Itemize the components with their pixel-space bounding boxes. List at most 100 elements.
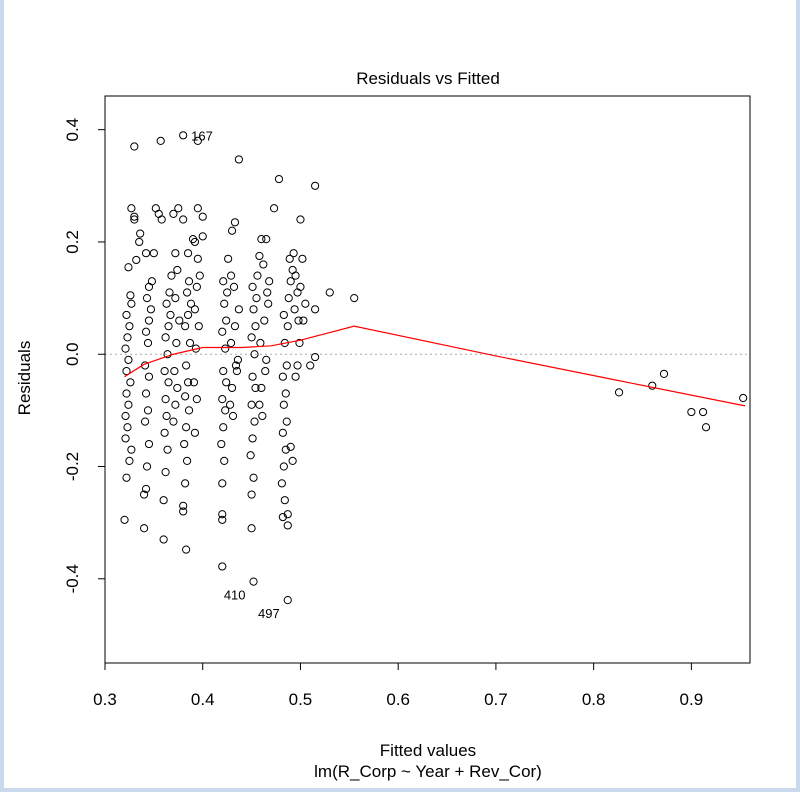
data-point bbox=[190, 428, 200, 437]
data-point bbox=[262, 355, 271, 364]
model-subtitle: lm(R_Corp ~ Year + Rev_Cor) bbox=[314, 762, 542, 781]
data-point bbox=[149, 249, 158, 258]
data-point bbox=[294, 316, 303, 325]
data-point bbox=[247, 490, 256, 499]
data-point bbox=[230, 218, 240, 227]
data-point bbox=[226, 271, 236, 280]
data-point bbox=[225, 400, 235, 409]
data-point bbox=[157, 215, 166, 224]
x-tick-label: 0.4 bbox=[191, 690, 215, 709]
data-point bbox=[167, 271, 176, 280]
data-point bbox=[132, 255, 141, 265]
outlier-label: 410 bbox=[224, 588, 246, 603]
data-point bbox=[256, 338, 265, 348]
data-point bbox=[122, 389, 131, 398]
data-point bbox=[192, 395, 201, 404]
data-point bbox=[278, 512, 287, 522]
data-point bbox=[179, 507, 188, 516]
data-point bbox=[175, 316, 184, 325]
data-point bbox=[350, 293, 359, 303]
data-point bbox=[144, 316, 154, 325]
data-point bbox=[163, 350, 172, 359]
data-point bbox=[125, 322, 134, 331]
data-point bbox=[184, 277, 194, 286]
data-point bbox=[163, 445, 172, 454]
data-point bbox=[127, 445, 136, 454]
data-point bbox=[169, 209, 178, 218]
data-point bbox=[265, 277, 274, 286]
data-point bbox=[182, 545, 191, 554]
x-tick-label: 0.7 bbox=[484, 690, 508, 709]
data-point bbox=[299, 316, 308, 325]
data-point bbox=[234, 155, 243, 164]
data-point bbox=[248, 282, 257, 291]
data-point bbox=[142, 293, 152, 303]
data-point bbox=[123, 333, 132, 342]
smooth-line bbox=[124, 325, 746, 407]
data-point bbox=[192, 282, 201, 291]
data-point bbox=[121, 434, 130, 443]
data-point bbox=[165, 288, 174, 297]
data-point bbox=[124, 355, 133, 364]
data-point bbox=[174, 204, 183, 213]
data-point bbox=[286, 442, 295, 451]
data-point bbox=[170, 366, 179, 376]
data-point bbox=[255, 400, 264, 409]
data-point bbox=[285, 254, 294, 263]
data-point bbox=[311, 181, 320, 190]
data-point bbox=[218, 510, 227, 519]
data-point bbox=[221, 344, 230, 353]
data-point bbox=[171, 249, 180, 258]
y-tick-label: -0.2 bbox=[63, 452, 82, 481]
data-point bbox=[228, 411, 238, 421]
data-point bbox=[142, 462, 152, 471]
data-point bbox=[124, 400, 133, 409]
data-point bbox=[198, 232, 207, 241]
data-point bbox=[166, 310, 175, 320]
data-point bbox=[219, 366, 228, 376]
data-point bbox=[218, 479, 227, 488]
data-point bbox=[123, 423, 132, 432]
data-point bbox=[180, 439, 189, 449]
data-point bbox=[218, 327, 227, 336]
data-point bbox=[141, 484, 151, 494]
data-point bbox=[179, 215, 188, 224]
data-point bbox=[173, 265, 182, 275]
data-point bbox=[295, 338, 304, 348]
data-point bbox=[659, 369, 669, 378]
data-point bbox=[126, 291, 135, 300]
data-point bbox=[277, 479, 286, 488]
data-point bbox=[162, 411, 171, 421]
data-point bbox=[291, 271, 300, 280]
data-point bbox=[219, 423, 228, 432]
data-point bbox=[249, 577, 258, 586]
data-point bbox=[160, 428, 169, 437]
data-point bbox=[255, 251, 264, 261]
data-point bbox=[648, 381, 657, 390]
data-point bbox=[325, 288, 334, 297]
data-point bbox=[183, 378, 193, 387]
data-point bbox=[181, 479, 190, 488]
x-tick-label: 0.8 bbox=[582, 690, 606, 709]
data-point bbox=[194, 322, 203, 331]
data-point bbox=[249, 305, 258, 314]
data-point bbox=[126, 378, 135, 387]
data-point bbox=[182, 288, 192, 297]
data-point bbox=[249, 473, 258, 482]
data-point bbox=[122, 366, 131, 376]
data-point bbox=[226, 338, 236, 348]
data-point bbox=[193, 204, 202, 213]
data-point bbox=[223, 288, 232, 297]
data-point bbox=[172, 338, 181, 348]
data-point bbox=[127, 204, 136, 213]
data-point bbox=[219, 277, 228, 286]
data-point bbox=[283, 596, 292, 605]
data-point bbox=[130, 142, 139, 151]
data-point bbox=[182, 456, 192, 466]
data-point bbox=[220, 456, 229, 466]
data-point bbox=[246, 451, 255, 460]
data-point bbox=[311, 352, 320, 362]
data-point bbox=[283, 521, 292, 530]
data-point bbox=[290, 305, 299, 314]
data-point bbox=[232, 366, 242, 376]
